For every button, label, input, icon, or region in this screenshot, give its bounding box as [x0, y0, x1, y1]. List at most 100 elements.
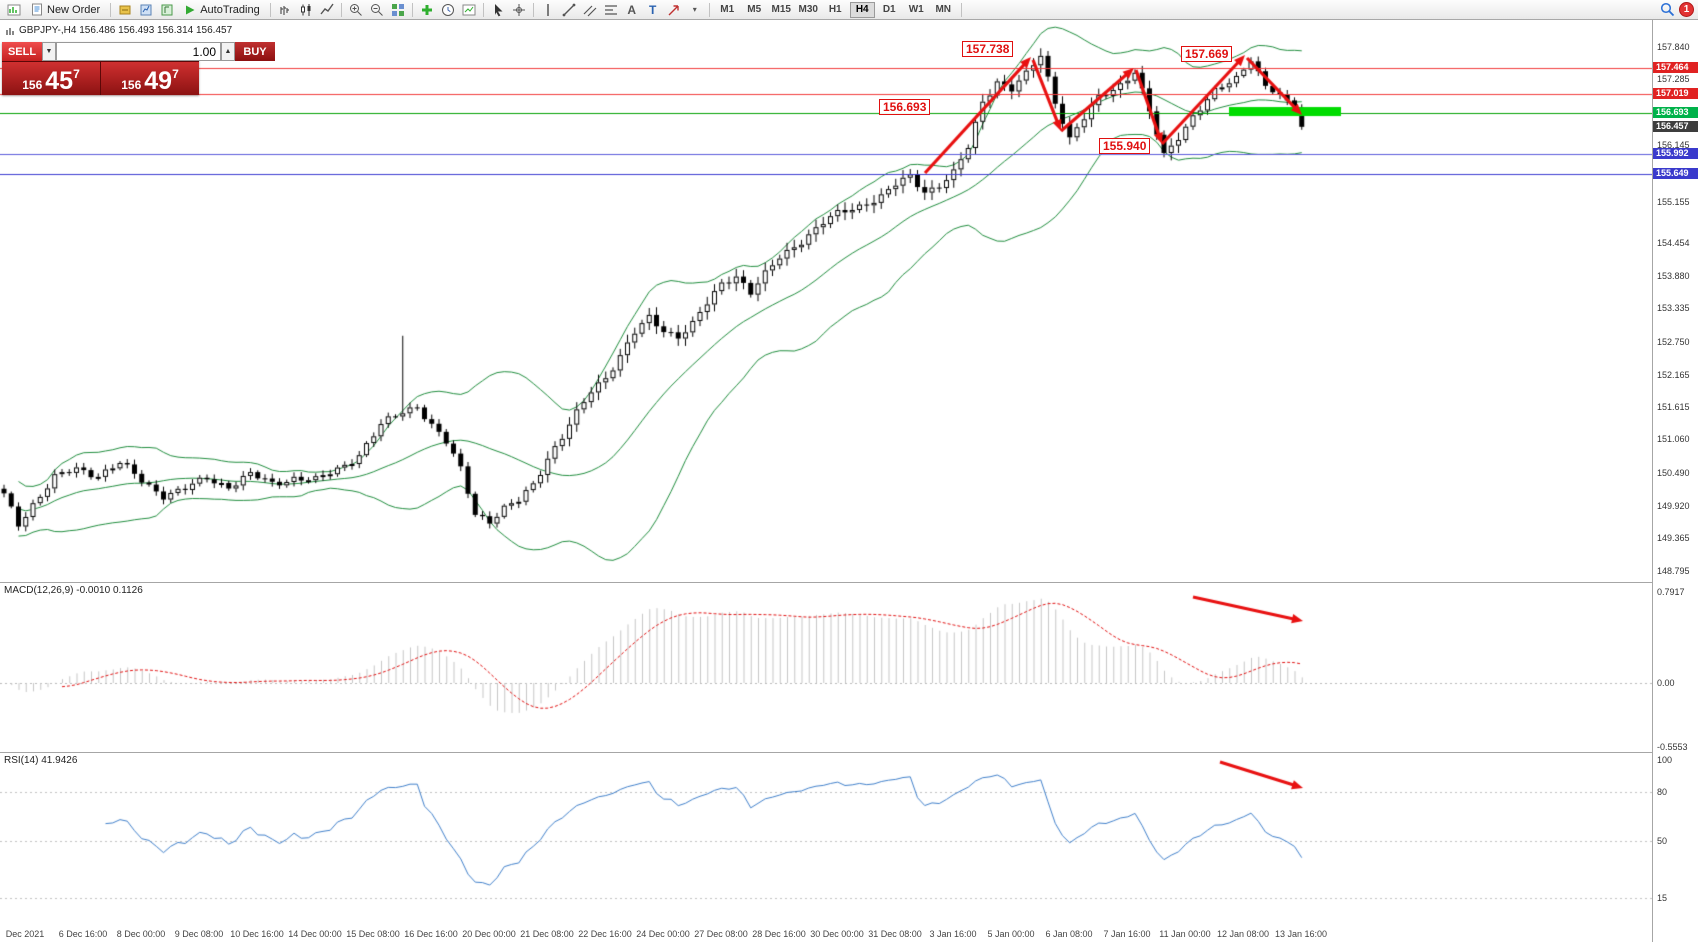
line-chart-icon[interactable]: [317, 1, 337, 19]
buy-button[interactable]: BUY: [235, 42, 275, 61]
price-axis-label: 153.880: [1657, 271, 1690, 282]
volume-input[interactable]: [56, 42, 221, 61]
price-annotation[interactable]: 157.738: [962, 41, 1014, 57]
time-axis-label: 30 Dec 00:00: [810, 929, 864, 939]
time-axis-label: 6 Jan 08:00: [1045, 929, 1093, 939]
symbol-ohlc-text: GBPJPY-,H4 156.486 156.493 156.314 156.4…: [19, 25, 233, 36]
time-axis-label: 9 Dec 08:00: [174, 929, 224, 939]
price-level-tag: 157.464: [1653, 62, 1698, 74]
price-axis-label: 151.615: [1657, 402, 1690, 413]
price-axis-label: 152.750: [1657, 336, 1690, 347]
one-click-trading-panel: SELL ▼ ▲ BUY 156 45 7 156 49 7: [2, 42, 275, 95]
arrows-icon[interactable]: [664, 1, 684, 19]
timeframe-m5[interactable]: M5: [747, 4, 762, 15]
shapes-dropdown-icon[interactable]: ▾: [692, 4, 697, 14]
market-watch-icon[interactable]: [136, 1, 156, 19]
sell-price-tile[interactable]: 156 45 7: [2, 62, 100, 95]
price-axis-label: 157.285: [1657, 73, 1690, 84]
timeframe-h1[interactable]: H1: [828, 4, 842, 15]
time-axis-label: 15 Dec 08:00: [346, 929, 400, 939]
crosshair-icon[interactable]: [509, 1, 529, 19]
sell-price-main: 45: [45, 66, 74, 95]
sell-button[interactable]: SELL: [2, 42, 42, 61]
time-axis-label: 12 Jan 08:00: [1216, 929, 1270, 939]
timeframe-m30[interactable]: M30: [798, 4, 818, 15]
indicators-icon[interactable]: [417, 1, 437, 19]
new-order-button[interactable]: New Order: [25, 1, 106, 19]
fibonacci-icon[interactable]: [601, 1, 621, 19]
buy-price-big: 156: [121, 77, 142, 92]
autotrading-label: AutoTrading: [200, 3, 260, 16]
candlestick-chart-icon[interactable]: [296, 1, 316, 19]
price-axis-label: 156.145: [1657, 139, 1690, 150]
navigator-icon[interactable]: [157, 1, 177, 19]
search-icon[interactable]: [1657, 1, 1678, 19]
buy-price-sup: 7: [172, 67, 179, 81]
time-axis-label: 28 Dec 16:00: [752, 929, 806, 939]
price-axis[interactable]: 157.840 157.285 156.145 155.155 154.454 153.8…: [1652, 20, 1698, 942]
separator: [532, 2, 534, 17]
price-annotation[interactable]: 155.940: [1099, 138, 1151, 154]
price-axis-label: 149.365: [1657, 532, 1690, 543]
volume-stepper[interactable]: ▲: [221, 42, 235, 61]
buy-price-main: 49: [144, 66, 173, 95]
cursor-icon[interactable]: [488, 1, 508, 19]
buy-price-tile[interactable]: 156 49 7: [100, 62, 199, 95]
timeframe-mn[interactable]: MN: [935, 4, 951, 15]
sell-price-big: 156: [22, 77, 43, 92]
order-type-dropdown[interactable]: ▼: [42, 42, 56, 61]
chart-canvas[interactable]: [0, 20, 1652, 926]
vertical-line-icon[interactable]: [538, 1, 558, 19]
price-axis-label: 151.060: [1657, 434, 1690, 445]
profiles-icon[interactable]: [115, 1, 135, 19]
zoom-out-icon[interactable]: [367, 1, 387, 19]
periods-icon[interactable]: [438, 1, 458, 19]
label-icon[interactable]: T: [649, 2, 657, 17]
rsi-panel-separator[interactable]: [0, 752, 1698, 753]
zoom-in-icon[interactable]: [346, 1, 366, 19]
timeframe-h4[interactable]: H4: [849, 1, 875, 18]
time-axis-label: 16 Dec 16:00: [404, 929, 458, 939]
price-annotation[interactable]: 157.669: [1181, 46, 1233, 62]
macd-axis-label: -0.5553: [1657, 741, 1688, 752]
equidistant-channel-icon[interactable]: [580, 1, 600, 19]
bar-chart-icon[interactable]: [275, 1, 295, 19]
price-axis-label: 152.165: [1657, 370, 1690, 381]
price-axis-label: 157.840: [1657, 41, 1690, 52]
time-axis-label: 7 Jan 16:00: [1103, 929, 1151, 939]
text-icon[interactable]: A: [627, 2, 637, 17]
notifications-badge[interactable]: 1: [1679, 2, 1694, 17]
trade-panel-controls: SELL ▼ ▲ BUY: [2, 42, 275, 61]
price-annotation[interactable]: 156.693: [879, 99, 931, 115]
price-level-tag: 157.019: [1653, 88, 1698, 100]
timeframe-d1[interactable]: D1: [882, 4, 896, 15]
separator: [340, 2, 342, 17]
timeframe-m1[interactable]: M1: [720, 4, 735, 15]
time-axis-label: 24 Dec 00:00: [636, 929, 690, 939]
autotrading-button[interactable]: AutoTrading: [178, 1, 266, 19]
tile-windows-icon[interactable]: [388, 1, 408, 19]
time-axis-label: 3 Jan 16:00: [929, 929, 977, 939]
autotrading-play-icon: [186, 5, 195, 14]
macd-indicator-label: MACD(12,26,9) -0.0010 0.1126: [4, 585, 143, 596]
macd-panel-separator[interactable]: [0, 582, 1698, 583]
price-level-tag: 155.649: [1653, 167, 1698, 179]
trade-panel-prices: 156 45 7 156 49 7: [2, 61, 199, 95]
time-axis[interactable]: Dec 2021 6 Dec 16:00 8 Dec 00:00 9 Dec 08:0…: [0, 926, 1652, 942]
timeframe-w1[interactable]: W1: [908, 4, 924, 15]
timeframe-group: M1 M5 M15 M30 H1 H4 D1 W1 MN: [714, 1, 957, 18]
price-axis-label: 150.490: [1657, 467, 1690, 478]
price-axis-label: 153.335: [1657, 302, 1690, 313]
separator: [960, 2, 962, 17]
price-axis-label: 155.155: [1657, 197, 1690, 208]
macd-axis-label: 0.7917: [1657, 586, 1685, 597]
rsi-axis-label: 15: [1657, 892, 1668, 903]
timeframe-m15[interactable]: M15: [771, 4, 791, 15]
price-level-tag: 156.693: [1653, 107, 1698, 119]
trendline-icon[interactable]: [559, 1, 579, 19]
new-chart-icon[interactable]: [4, 1, 24, 19]
time-axis-label: 8 Dec 00:00: [116, 929, 166, 939]
templates-icon[interactable]: [459, 1, 479, 19]
time-axis-label: Dec 2021: [5, 929, 45, 939]
